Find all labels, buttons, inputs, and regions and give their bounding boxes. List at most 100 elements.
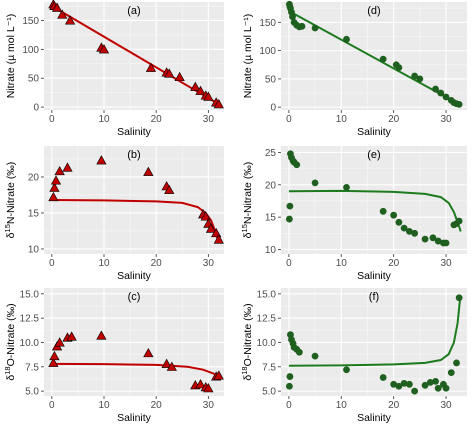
data-point-circle: [432, 85, 439, 93]
data-point-circle: [421, 381, 429, 389]
data-point-circle: [411, 72, 419, 80]
panel-label: (d): [367, 5, 380, 17]
x-tick-label: 10: [98, 400, 110, 411]
y-axis-title: δ18O-Nitrate (‰): [3, 303, 17, 380]
data-point-triangle: [96, 155, 107, 165]
data-point-circle: [426, 378, 434, 386]
data-point-circle: [434, 384, 442, 392]
data-point-triangle: [205, 223, 217, 233]
panel-d: 0 10 20 30 0 50 100 150 (d) Salinity Nitrate (µ mo…: [242, 0, 467, 138]
data-point-triangle: [213, 370, 224, 380]
data-point-circle: [390, 380, 398, 388]
data-point-triangle: [54, 165, 65, 176]
data-point-triangle: [211, 227, 222, 238]
data-point-circle: [455, 217, 463, 225]
data-point-triangle: [213, 234, 224, 244]
y-tick-label: 15.0: [20, 289, 40, 300]
y-tick-label: 5.0: [262, 387, 276, 398]
data-point-circle: [286, 373, 294, 380]
data-point-circle: [405, 380, 413, 388]
data-point-circle: [416, 75, 424, 83]
x-tick-label: 20: [151, 114, 163, 125]
data-point-circle: [400, 379, 408, 387]
data-point-circle: [442, 239, 450, 247]
x-tick-label: 0: [49, 258, 55, 269]
x-tick-label: 30: [440, 400, 452, 411]
data-point-circle: [421, 235, 429, 243]
panel-label: (f): [369, 291, 379, 303]
data-point-triangle: [66, 331, 77, 341]
data-point-circle: [405, 227, 413, 235]
y-tick-label: 20: [28, 172, 40, 183]
x-tick-label: 30: [203, 114, 215, 125]
data-point-circle: [343, 35, 350, 43]
x-axis-title: Salinity: [117, 126, 152, 138]
data-point-circle: [455, 100, 463, 108]
x-tick-label: 0: [49, 114, 55, 125]
data-point-triangle: [195, 379, 206, 389]
data-point-circle: [390, 211, 398, 219]
y-tick-label: 10: [28, 244, 40, 255]
y-tick-label: 10.0: [20, 338, 40, 349]
data-point-circle: [298, 22, 306, 30]
data-point-triangle: [62, 162, 73, 172]
data-point-circle: [395, 218, 403, 226]
data-point-circle: [285, 215, 293, 223]
y-tick-label: 20: [265, 180, 277, 191]
y-tick-label: 15: [265, 213, 277, 224]
data-point-circle: [379, 207, 387, 215]
y-tick-label: 25: [265, 148, 277, 159]
x-axis-title: Salinity: [117, 270, 152, 282]
data-point-circle: [400, 224, 408, 232]
panel-c: 0 10 20 30 5.0 7.5 10.0 12.5 15.0 (c) Salinity δ18O…: [3, 288, 224, 424]
fit-line: [288, 297, 462, 367]
data-point-triangle: [49, 350, 60, 361]
y-tick-label: 50: [28, 74, 40, 85]
y-tick-label: 7.5: [25, 362, 39, 373]
x-axis-title: Salinity: [357, 126, 392, 138]
x-axis-title: Salinity: [357, 270, 392, 282]
x-tick-label: 30: [440, 258, 452, 269]
data-point-triangle: [98, 44, 110, 54]
data-point-circle: [285, 382, 293, 390]
y-tick-label: 150: [22, 16, 39, 27]
x-tick-label: 20: [388, 258, 400, 269]
data-point-circle: [411, 387, 419, 395]
x-tick-label: 20: [388, 114, 400, 125]
data-point-circle: [434, 237, 442, 245]
data-point-circle: [395, 64, 403, 71]
x-tick-label: 10: [336, 258, 348, 269]
data-point-triangle: [50, 175, 62, 185]
data-point-circle: [442, 93, 450, 101]
x-tick-label: 0: [286, 258, 292, 269]
y-axis-title: δ15N-Nitrate (‰): [240, 162, 254, 239]
data-point-circle: [311, 179, 319, 187]
data-point-triangle: [213, 99, 224, 109]
panel-f: 0 10 20 30 5.0 7.5 10.0 12.5 15.0 (f) Salinity δ18O…: [240, 288, 467, 424]
data-point-triangle: [164, 184, 175, 194]
x-axis-title: Salinity: [117, 412, 152, 424]
data-point-triangle: [96, 330, 107, 340]
data-point-circle: [293, 161, 301, 169]
y-tick-label: 15.0: [257, 289, 277, 300]
plot-background: [281, 146, 467, 254]
y-tick-label: 0: [33, 103, 39, 114]
y-tick-label: 12.5: [257, 314, 277, 325]
x-tick-label: 0: [286, 400, 292, 411]
x-tick-label: 10: [336, 114, 348, 125]
data-point-circle: [379, 374, 387, 381]
data-point-triangle: [48, 191, 59, 202]
data-point-triangle: [195, 85, 206, 95]
x-tick-label: 10: [98, 114, 110, 125]
data-point-circle: [311, 352, 319, 360]
data-point-triangle: [166, 361, 177, 371]
data-point-circle: [429, 234, 437, 242]
y-tick-label: 100: [22, 45, 39, 56]
data-point-triangle: [143, 347, 154, 358]
data-point-triangle: [200, 211, 211, 221]
panel-label: (a): [127, 5, 140, 17]
x-tick-label: 20: [151, 258, 163, 269]
x-tick-label: 30: [203, 400, 215, 411]
data-point-triangle: [48, 357, 59, 367]
y-axis-title: Nitrate (µ mol L⁻¹): [5, 14, 17, 99]
